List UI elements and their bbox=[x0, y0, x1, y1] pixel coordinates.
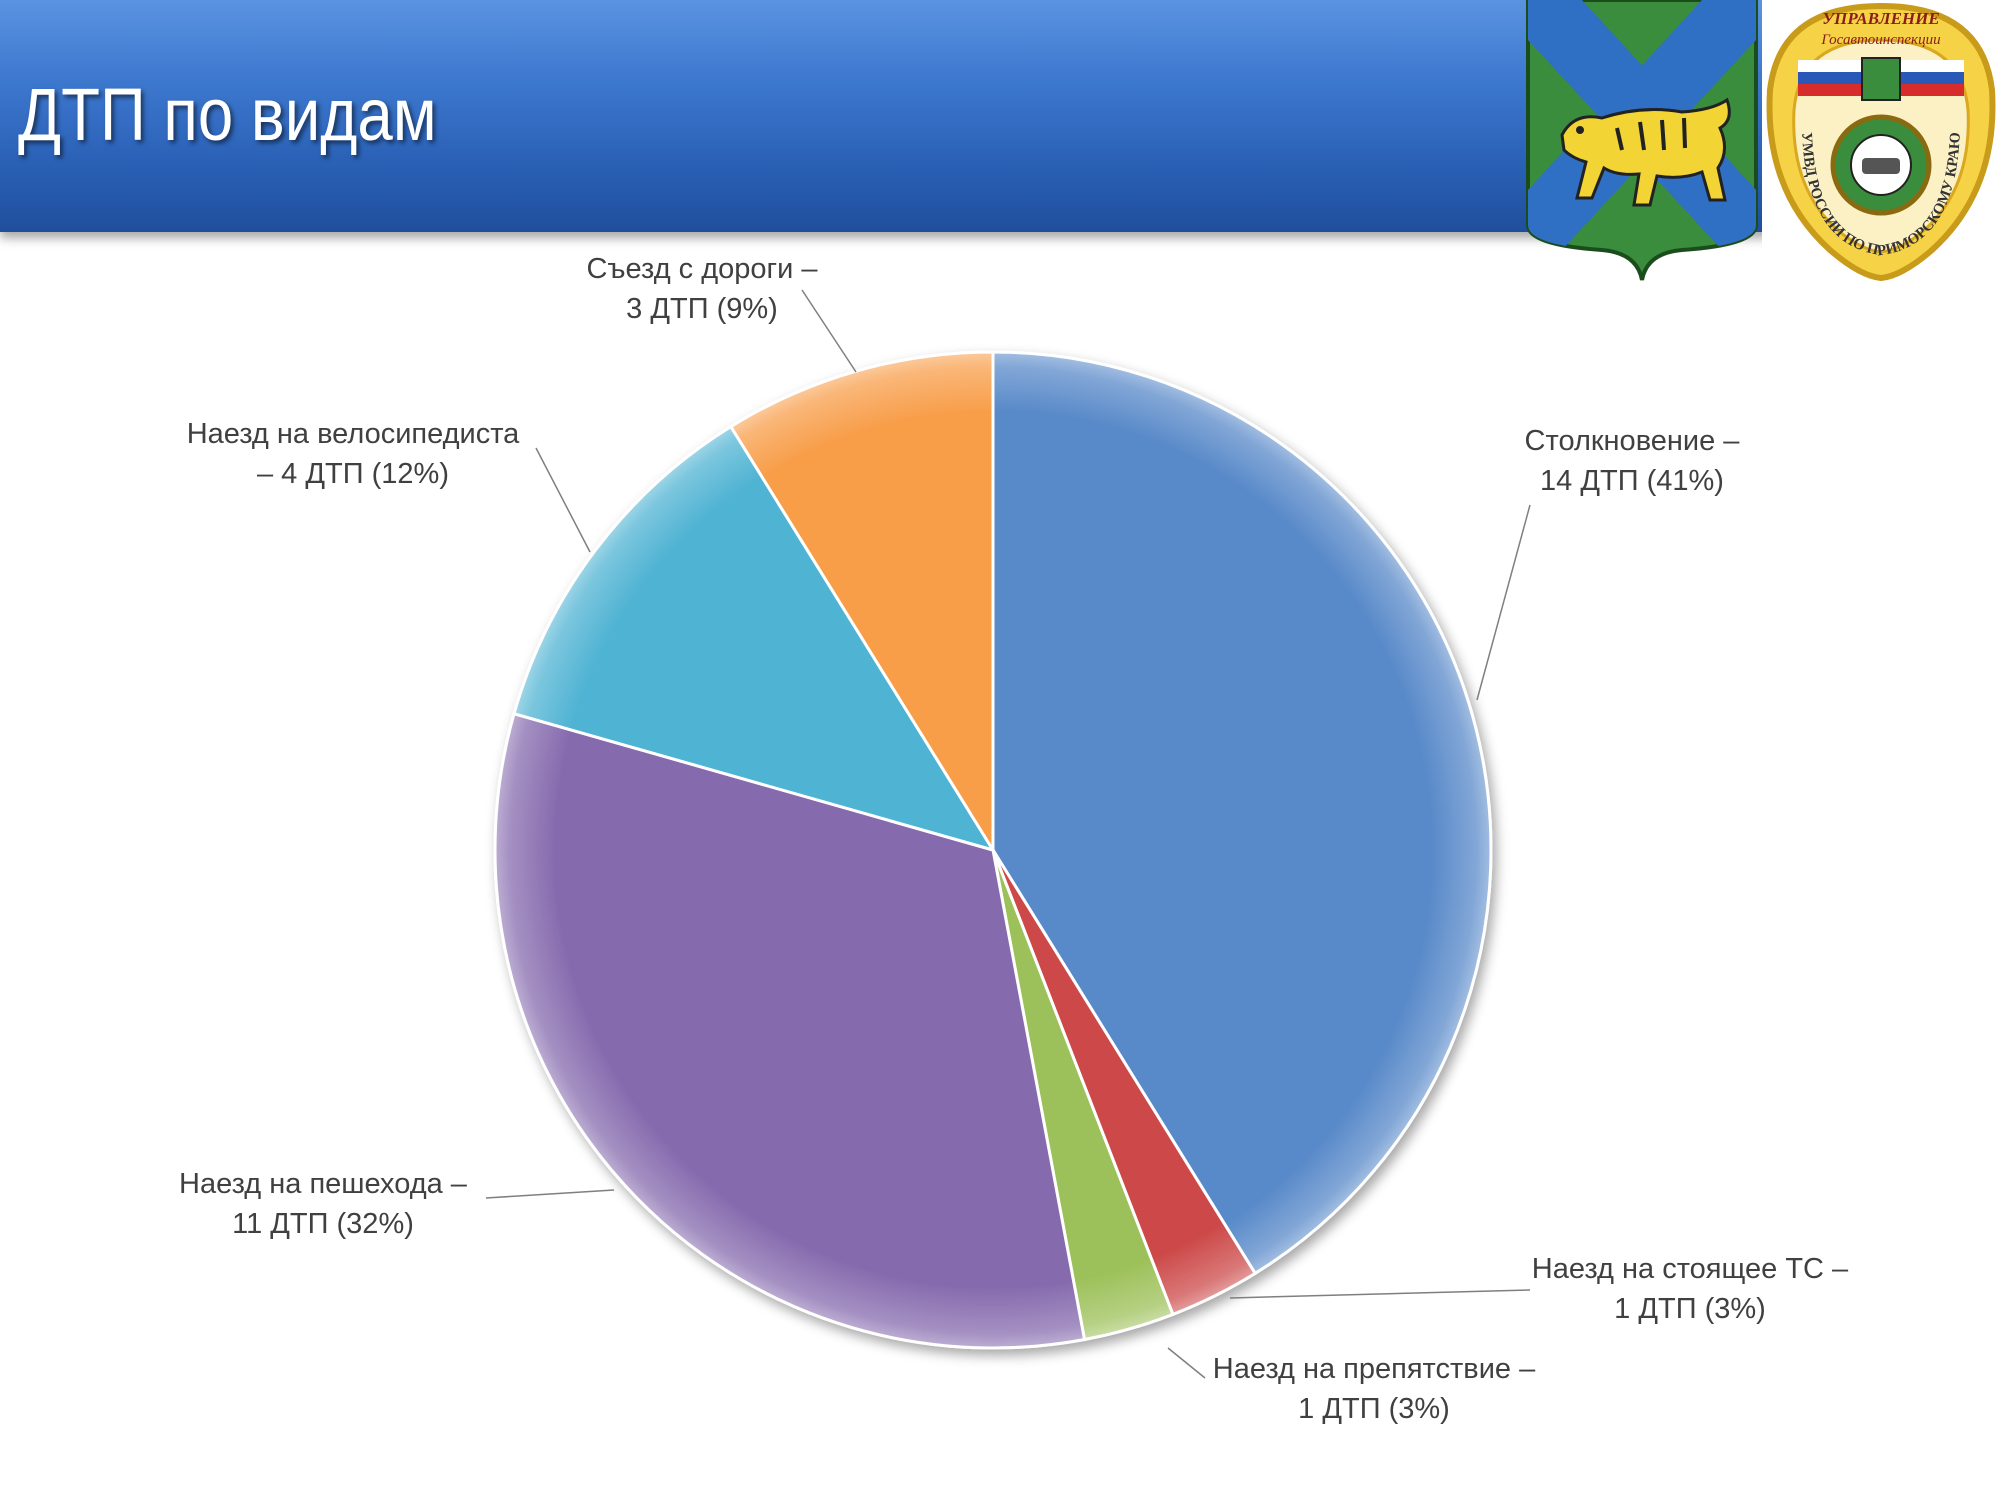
pie-rim-highlight bbox=[495, 352, 1491, 1348]
slice-label-line: Съезд с дороги – bbox=[586, 253, 818, 285]
badge-text-top: УПРАВЛЕНИЕ bbox=[1822, 9, 1939, 28]
slice-label-line: – 4 ДТП (12%) bbox=[257, 458, 449, 490]
slice-label: Наезд на велосипедиста – 4 ДТП (12%) bbox=[187, 418, 520, 490]
slice-label: Съезд с дороги – 3 ДТП (9%) bbox=[586, 253, 818, 325]
slice-label: Столкновение – 14 ДТП (41%) bbox=[1525, 425, 1741, 497]
slice-label: Наезд на препятствие – 1 ДТП (3%) bbox=[1213, 1353, 1536, 1425]
tiger-icon bbox=[1560, 97, 1731, 207]
slice-label: Наезд на пешехода – 11 ДТП (32%) bbox=[179, 1168, 468, 1240]
slice-label-line: Наезд на препятствие – bbox=[1213, 1353, 1536, 1385]
badge-text-sub: Госавтоинспекции bbox=[1820, 32, 1940, 48]
slice-label-line: 11 ДТП (32%) bbox=[232, 1208, 414, 1240]
slice-label-line: 1 ДТП (3%) bbox=[1614, 1293, 1766, 1325]
leader-line bbox=[485, 1189, 615, 1199]
leader-line bbox=[1229, 1289, 1531, 1299]
slice-label-line: Наезд на пешехода – bbox=[179, 1168, 468, 1200]
primorye-coat-of-arms-icon bbox=[1526, 0, 1758, 281]
leader-line bbox=[801, 289, 857, 373]
leader-line bbox=[1167, 1347, 1206, 1379]
gibdd-badge-icon: УПРАВЛЕНИЕ Госавтоинспекции УМВД РОССИИ … bbox=[1762, 0, 2000, 282]
slice-label-line: Наезд на стоящее ТС – bbox=[1532, 1253, 1849, 1285]
slice-label-line: 1 ДТП (3%) bbox=[1298, 1393, 1450, 1425]
slice-label-line: 14 ДТП (41%) bbox=[1540, 465, 1724, 497]
leader-line bbox=[1476, 504, 1531, 701]
leader-line bbox=[535, 447, 591, 553]
slice-label-line: Столкновение – bbox=[1525, 425, 1741, 457]
slice-label-line: 3 ДТП (9%) bbox=[626, 293, 778, 325]
slice-label: Наезд на стоящее ТС – 1 ДТП (3%) bbox=[1532, 1253, 1849, 1325]
slice-label-line: Наезд на велосипедиста bbox=[187, 418, 520, 450]
page-title: ДТП по видам bbox=[18, 73, 437, 156]
